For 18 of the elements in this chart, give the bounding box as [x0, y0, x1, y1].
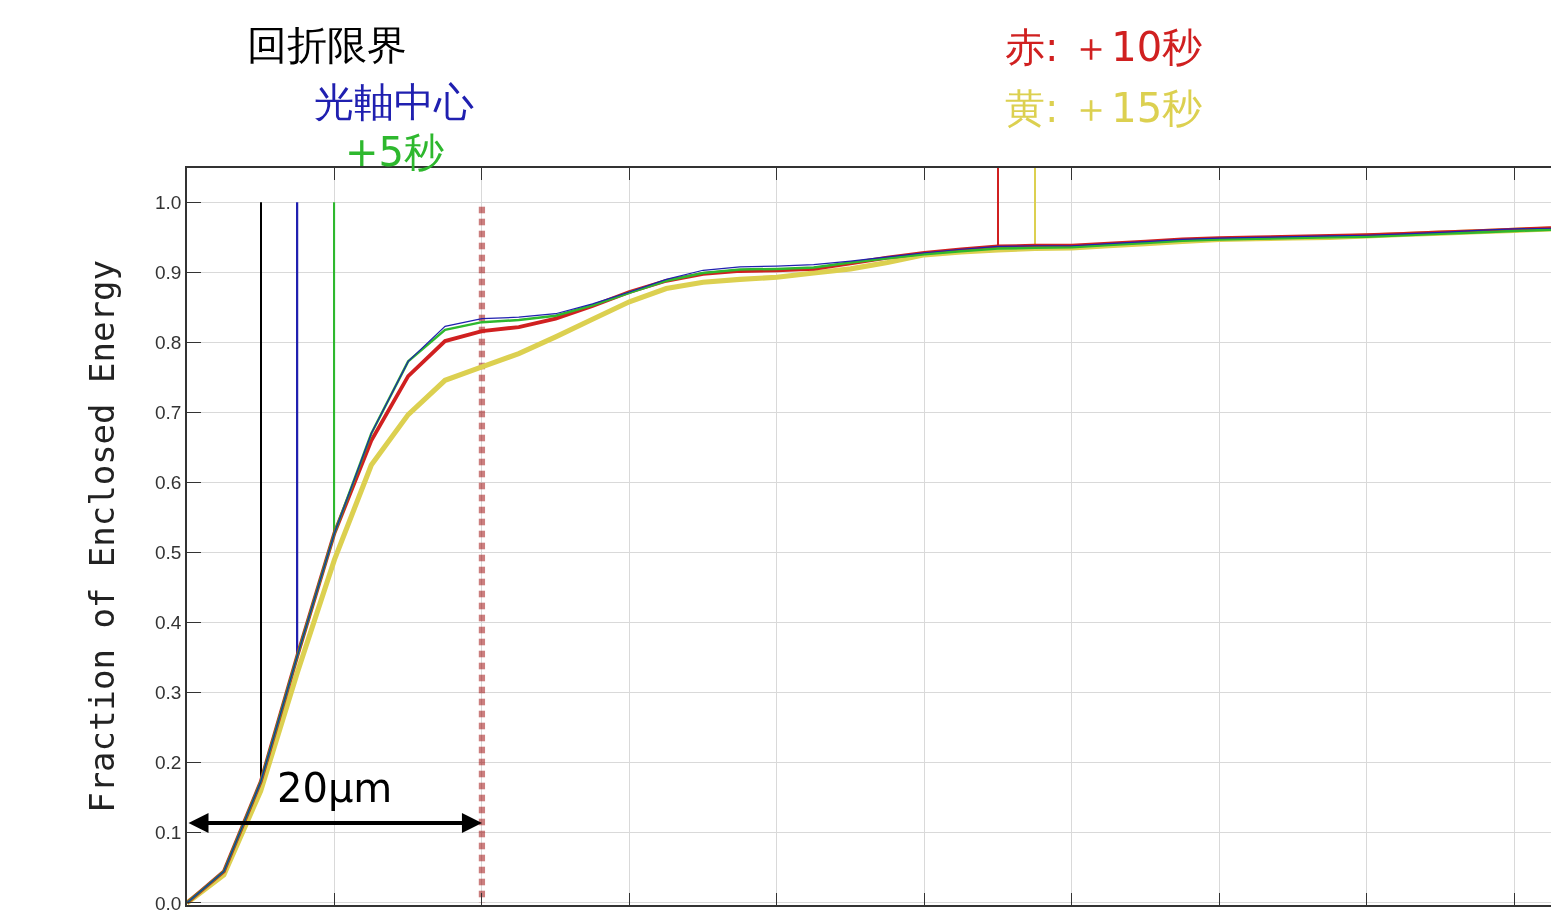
y-tick-label: 0.5	[155, 542, 182, 564]
y-tick-label: 1.0	[155, 191, 182, 213]
y-tick-label: 0.7	[155, 402, 182, 424]
annotation: 20µm	[277, 765, 393, 811]
y-tick-label: 0.9	[155, 262, 182, 284]
text: 赤: ＋10秒	[1005, 24, 1203, 70]
y-tick-label: 0.2	[155, 752, 182, 774]
text: 黄: ＋15秒	[1005, 85, 1203, 131]
text: +5秒	[345, 129, 444, 175]
y-axis-title: Fraction of Enclosed Energy	[82, 260, 123, 813]
y-tick-label: 0.6	[155, 472, 182, 494]
y-tick-label: 0.8	[155, 332, 182, 354]
y-tick-label: 0.0	[155, 892, 182, 914]
y-tick-label: 0.1	[155, 822, 182, 844]
text: 光軸中心	[314, 79, 474, 125]
y-tick-label: 0.4	[155, 612, 182, 634]
y-tick-label: 0.3	[155, 682, 182, 704]
text: 回折限界	[247, 22, 407, 68]
